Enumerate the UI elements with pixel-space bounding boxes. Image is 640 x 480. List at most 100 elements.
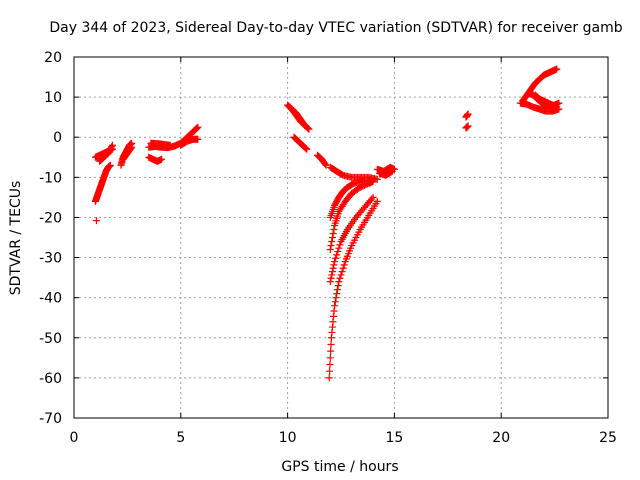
- series-arc-3d: [177, 135, 202, 149]
- series-arc-10b: [462, 122, 472, 132]
- data-point: [328, 271, 336, 279]
- x-tick-label: 25: [599, 430, 617, 446]
- data-point: [335, 244, 343, 252]
- data-point: [106, 161, 114, 169]
- data-point: [553, 103, 561, 111]
- data-point: [333, 251, 341, 259]
- data-point: [302, 145, 310, 153]
- data-point: [321, 160, 329, 168]
- data-point: [387, 168, 395, 176]
- y-tick-label: -60: [39, 371, 62, 387]
- data-point: [92, 217, 100, 225]
- data-point: [334, 282, 342, 290]
- y-tick-label: 0: [53, 130, 62, 146]
- data-point: [339, 264, 347, 272]
- x-tick-label: 15: [385, 430, 403, 446]
- plot-frame: [73, 56, 609, 419]
- series-outlier-1: [92, 217, 100, 225]
- x-tick-label: 5: [176, 430, 185, 446]
- y-tick-label: -70: [39, 411, 62, 427]
- series-arc-1c: [96, 141, 116, 165]
- y-tick-label: -30: [39, 251, 62, 267]
- data-point: [464, 110, 472, 118]
- series-arc-6: [314, 151, 330, 169]
- series-arc-1a: [91, 161, 114, 205]
- data-point: [337, 271, 345, 279]
- data-point: [327, 274, 335, 282]
- data-point: [340, 261, 348, 269]
- data-point: [327, 242, 335, 250]
- series-arc-8b: [326, 177, 377, 254]
- data-point: [334, 248, 342, 256]
- data-point: [338, 268, 346, 276]
- series-arc-9b: [375, 167, 396, 179]
- data-point: [127, 144, 135, 152]
- data-point: [553, 65, 561, 73]
- data-point: [326, 278, 334, 286]
- data-point: [325, 374, 333, 382]
- y-tick-label: -10: [39, 170, 62, 186]
- data-point: [388, 167, 396, 175]
- data-point: [301, 121, 309, 129]
- series-arc-11d: [531, 91, 561, 111]
- data-point: [368, 195, 376, 203]
- series-arc-3a: [145, 153, 166, 165]
- data-point: [331, 302, 339, 310]
- points-layer: [91, 65, 563, 382]
- data-point: [332, 294, 340, 302]
- y-tick-label: -50: [39, 331, 62, 347]
- data-point: [330, 261, 338, 269]
- data-point: [373, 197, 381, 205]
- data-point: [464, 122, 472, 130]
- data-point: [326, 354, 334, 362]
- data-point: [331, 258, 339, 266]
- x-tick-label: 0: [70, 430, 79, 446]
- data-point: [322, 161, 330, 169]
- tick-layer: 0 5 10 15 20 25 20 10 0 -10 -20 -30 -40 -50 -60 -70: [39, 50, 617, 446]
- series-arc-10a: [462, 110, 472, 121]
- data-point: [336, 241, 344, 249]
- y-tick-label: -40: [39, 291, 62, 307]
- data-point: [555, 99, 563, 107]
- data-point: [330, 225, 338, 233]
- data-point: [326, 361, 334, 369]
- data-point: [369, 193, 377, 201]
- data-point: [303, 145, 311, 153]
- data-point: [332, 254, 340, 262]
- data-point: [326, 246, 334, 254]
- series-arc-5: [290, 133, 311, 153]
- data-point: [108, 143, 116, 151]
- data-point: [192, 125, 200, 133]
- data-point: [329, 229, 337, 237]
- data-point: [158, 155, 166, 163]
- chart-title: Day 344 of 2023, Sidereal Day-to-day VTE…: [49, 20, 622, 36]
- series-arc-8c: [326, 193, 377, 286]
- data-point: [326, 367, 334, 375]
- data-point: [304, 125, 312, 133]
- data-point: [327, 340, 335, 348]
- series-arc-3c: [147, 139, 174, 149]
- series-arc-2b: [119, 143, 136, 163]
- data-point: [108, 141, 116, 149]
- data-point: [194, 123, 202, 131]
- y-axis-label: SDTVAR / TECUs: [8, 181, 24, 296]
- data-point: [300, 120, 308, 128]
- data-point: [128, 143, 136, 151]
- data-point: [166, 141, 174, 149]
- data-point: [336, 274, 344, 282]
- x-tick-label: 20: [492, 430, 510, 446]
- data-point: [328, 234, 336, 241]
- data-point: [194, 135, 202, 143]
- data-point: [333, 290, 341, 298]
- x-axis-label: GPS time / hours: [281, 459, 398, 475]
- x-tick-label: 10: [279, 430, 297, 446]
- data-point: [327, 347, 335, 355]
- data-point: [301, 144, 309, 152]
- data-point: [328, 268, 336, 276]
- data-point: [331, 298, 339, 306]
- y-tick-label: 10: [44, 90, 62, 106]
- data-point: [333, 286, 341, 294]
- series-arc-4b: [288, 105, 309, 129]
- data-point: [193, 124, 201, 132]
